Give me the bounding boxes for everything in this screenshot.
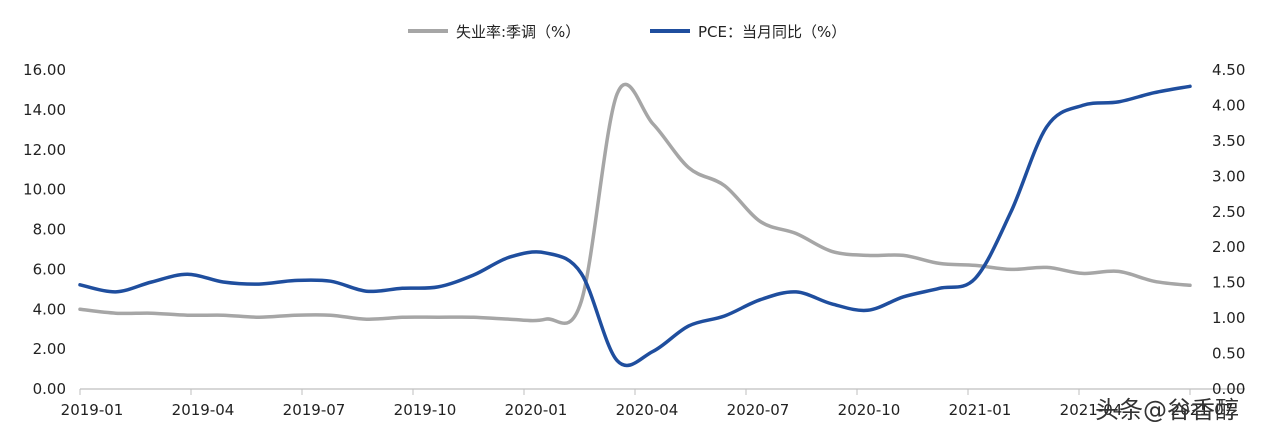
series-line-unemployment xyxy=(78,82,1192,325)
x-tick-label: 2020-10 xyxy=(838,401,901,419)
y-left-tick-label: 2.00 xyxy=(33,340,66,358)
watermark-text: 头条@谷香醇 xyxy=(1095,396,1239,424)
x-tick-label: 2020-07 xyxy=(727,401,790,419)
watermark: 头条@谷香醇 xyxy=(1095,396,1239,424)
y-right-tick-label: 1.50 xyxy=(1212,274,1245,292)
y-right-tick-label: 0.00 xyxy=(1212,380,1245,398)
y-left-tick-label: 4.00 xyxy=(33,300,66,318)
y-right-tick-label: 3.00 xyxy=(1212,167,1245,185)
y-right-tick-label: 1.00 xyxy=(1212,309,1245,327)
y-left-tick-label: 6.00 xyxy=(33,260,66,278)
y-right-tick-label: 4.00 xyxy=(1212,96,1245,114)
y-right-tick-label: 4.50 xyxy=(1212,61,1245,79)
y-right-tick-label: 0.50 xyxy=(1212,345,1245,363)
legend: 失业率:季调（%） PCE：当月同比（%） xyxy=(408,23,846,41)
x-tick-label: 2019-01 xyxy=(61,401,124,419)
legend-label-pce: PCE：当月同比（%） xyxy=(698,23,846,41)
x-tick-label: 2020-01 xyxy=(505,401,568,419)
y-left-tick-label: 10.00 xyxy=(23,181,66,199)
y-left-tick-label: 0.00 xyxy=(33,380,66,398)
x-tick-label: 2020-04 xyxy=(616,401,679,419)
x-tick-label: 2021-01 xyxy=(949,401,1012,419)
x-tick-label: 2019-04 xyxy=(172,401,235,419)
series-lines xyxy=(78,82,1192,368)
axes: 0.00 2.00 4.00 6.00 8.00 10.00 12.00 14.00 16.00… xyxy=(23,61,1245,419)
series-line-pce xyxy=(78,84,1192,368)
x-tick-label: 2021-04 xyxy=(1060,401,1123,419)
y-left-tick-label: 12.00 xyxy=(23,141,66,159)
y-left-tick-label: 8.00 xyxy=(33,221,66,239)
y-left-tick-label: 16.00 xyxy=(23,61,66,79)
x-tick-label: 2021-07 xyxy=(1171,401,1234,419)
x-tick-label: 2019-07 xyxy=(283,401,346,419)
y-right-tick-label: 2.00 xyxy=(1212,238,1245,256)
y-right-tick-label: 3.50 xyxy=(1212,132,1245,150)
legend-label-unemployment: 失业率:季调（%） xyxy=(456,23,580,41)
y-left-tick-label: 14.00 xyxy=(23,101,66,119)
x-tick-label: 2019-10 xyxy=(394,401,457,419)
y-right-tick-label: 2.50 xyxy=(1212,203,1245,221)
